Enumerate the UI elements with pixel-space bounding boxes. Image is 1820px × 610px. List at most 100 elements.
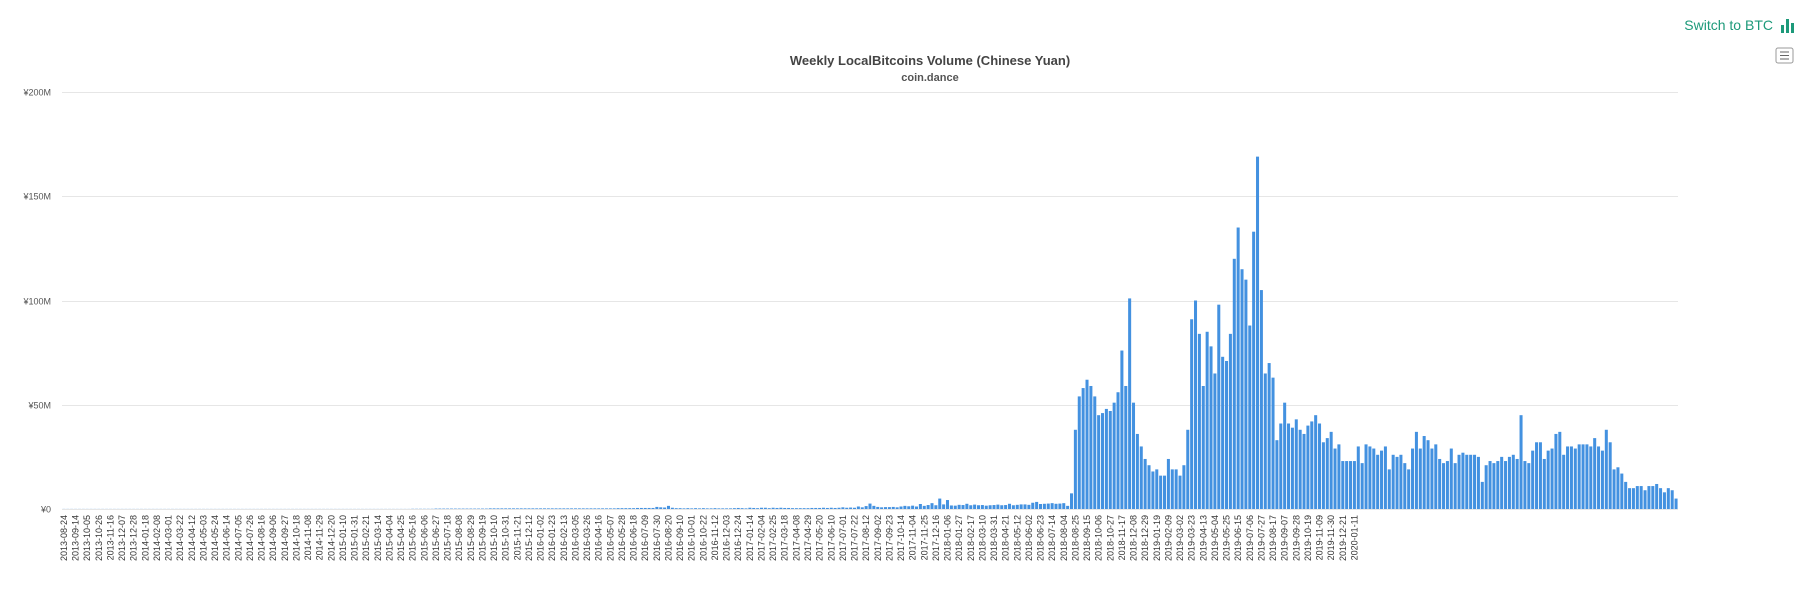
bar[interactable] [1182, 465, 1186, 509]
bar[interactable] [744, 508, 748, 509]
bar[interactable] [829, 507, 833, 509]
bar[interactable] [1457, 454, 1461, 509]
bar[interactable] [1062, 503, 1066, 509]
bar[interactable] [1155, 469, 1159, 509]
bar[interactable] [1263, 373, 1267, 509]
bar[interactable] [519, 508, 523, 509]
bar[interactable] [1453, 463, 1457, 509]
bar[interactable] [488, 508, 492, 509]
bar[interactable] [1178, 475, 1182, 509]
bar[interactable] [1465, 454, 1469, 509]
bar[interactable] [1244, 279, 1248, 509]
bar[interactable] [705, 508, 709, 509]
bar[interactable] [1008, 503, 1012, 509]
bar[interactable] [566, 508, 570, 509]
bar[interactable] [1538, 442, 1542, 509]
bar[interactable] [1403, 463, 1407, 509]
bar[interactable] [732, 508, 736, 509]
bar[interactable] [868, 503, 872, 509]
bar[interactable] [945, 500, 950, 509]
bar[interactable] [771, 507, 775, 509]
bar[interactable] [1085, 379, 1089, 509]
bar[interactable] [1631, 488, 1635, 509]
bar[interactable] [864, 506, 868, 509]
bar[interactable] [1426, 440, 1430, 509]
bar[interactable] [899, 506, 903, 510]
bar[interactable] [1236, 227, 1240, 509]
bar[interactable] [1050, 503, 1054, 509]
bar[interactable] [1356, 446, 1360, 509]
bar[interactable] [504, 508, 508, 509]
bar[interactable] [515, 508, 519, 509]
bar[interactable] [1004, 505, 1008, 509]
bar[interactable] [1066, 505, 1070, 509]
bar[interactable] [1325, 438, 1329, 509]
bar[interactable] [589, 508, 593, 509]
bar[interactable] [748, 507, 752, 509]
bar[interactable] [914, 506, 919, 510]
bar[interactable] [1651, 486, 1655, 509]
bar[interactable] [973, 504, 977, 509]
bar[interactable] [1039, 504, 1043, 509]
bar[interactable] [1112, 402, 1116, 509]
bar[interactable] [1635, 486, 1639, 509]
bar[interactable] [752, 507, 756, 509]
bar[interactable] [1670, 490, 1674, 509]
bar[interactable] [980, 505, 984, 509]
bar[interactable] [1159, 475, 1163, 509]
bar[interactable] [1554, 433, 1558, 509]
bar[interactable] [763, 507, 767, 509]
bar[interactable] [1523, 461, 1527, 509]
bar[interactable] [876, 506, 880, 509]
bar[interactable] [930, 503, 934, 509]
bar[interactable] [1023, 504, 1027, 509]
bar[interactable] [1298, 429, 1302, 509]
bar[interactable] [1608, 442, 1612, 509]
bar[interactable] [903, 505, 907, 509]
bar[interactable] [1515, 458, 1519, 509]
bar[interactable] [849, 507, 853, 509]
bar[interactable] [1271, 377, 1275, 509]
bar[interactable] [1628, 488, 1632, 509]
bar[interactable] [984, 505, 988, 509]
bar[interactable] [806, 508, 810, 509]
bar[interactable] [1376, 454, 1380, 509]
bar[interactable] [938, 498, 942, 509]
bar[interactable] [1558, 431, 1562, 509]
bar[interactable] [740, 508, 744, 509]
bar[interactable] [856, 506, 860, 510]
bar[interactable] [1337, 444, 1341, 509]
bar[interactable] [1314, 415, 1318, 509]
bar[interactable] [1484, 465, 1488, 509]
bar[interactable] [1496, 461, 1500, 509]
bar[interactable] [666, 505, 670, 509]
bar[interactable] [678, 508, 682, 509]
bar[interactable] [810, 507, 814, 509]
bar[interactable] [845, 507, 849, 509]
bar[interactable] [953, 505, 957, 509]
bar[interactable] [717, 508, 721, 509]
bar[interactable] [821, 507, 826, 509]
bar[interactable] [531, 508, 535, 509]
bar[interactable] [593, 508, 597, 509]
bar[interactable] [1643, 490, 1647, 509]
bar[interactable] [918, 504, 922, 509]
bar[interactable] [639, 507, 643, 509]
bar[interactable] [1302, 433, 1306, 509]
chart-menu-button[interactable] [1775, 47, 1794, 64]
bar[interactable] [775, 507, 779, 509]
bar[interactable] [1287, 423, 1291, 509]
bar[interactable] [1418, 448, 1422, 509]
bar[interactable] [767, 508, 771, 509]
bar[interactable] [1372, 448, 1376, 509]
bar[interactable] [1089, 385, 1093, 509]
bar[interactable] [1581, 444, 1585, 509]
bar[interactable] [670, 507, 674, 509]
bar[interactable] [1077, 396, 1081, 509]
bar[interactable] [1135, 433, 1139, 509]
bar[interactable] [1132, 402, 1136, 509]
bar[interactable] [1228, 333, 1232, 509]
bar[interactable] [1186, 429, 1190, 509]
bar[interactable] [508, 508, 512, 509]
bar[interactable] [1364, 444, 1368, 509]
